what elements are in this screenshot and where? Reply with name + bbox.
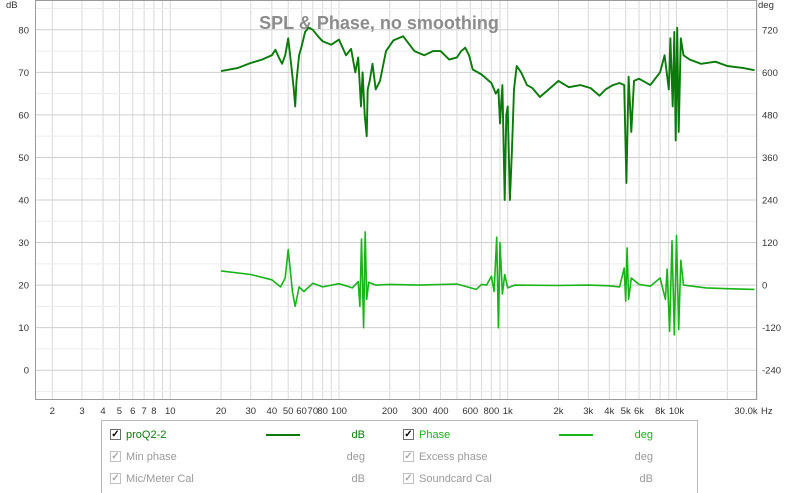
x-tick-label: 40 (267, 406, 278, 417)
y-left-tick-label: 0 (24, 366, 29, 377)
x-tick-label: 3k (583, 406, 593, 417)
legend-item[interactable]: ✓ proQ2-2 dB (110, 428, 370, 442)
legend-item-label: Phase (419, 429, 451, 441)
right-axis-unit-label: deg (758, 0, 774, 11)
legend-item-label: Soundcard Cal (419, 473, 492, 485)
y-right-tick-label: 120 (762, 238, 778, 249)
series-proq2-2-line (220, 26, 755, 201)
legend-item[interactable]: ✓ Mic/Meter Cal dB (110, 472, 370, 486)
y-right-tick-label: 240 (762, 196, 778, 207)
y-left-tick-label: 60 (18, 110, 29, 121)
chart-title: SPL & Phase, no smoothing (259, 13, 499, 33)
x-tick-label: 50 (283, 406, 294, 417)
x-tick-label: 6 (130, 406, 135, 417)
y-left-tick-label: 50 (18, 153, 29, 164)
x-tick-label: 5 (117, 406, 122, 417)
legend-item-label: Mic/Meter Cal (126, 473, 194, 485)
legend-item-label: Excess phase (419, 451, 488, 463)
legend-line-swatch (559, 434, 593, 436)
x-tick-label: 10k (669, 406, 685, 417)
x-tick-label: 100 (331, 406, 347, 417)
x-tick-label: 80 (317, 406, 328, 417)
series-phase-line (220, 231, 755, 336)
y-left-tick-label: 80 (18, 25, 29, 36)
x-tick-label: 300 (412, 406, 428, 417)
y-left-tick-label: 20 (18, 281, 29, 292)
x-tick-label: 600 (462, 406, 478, 417)
x-tick-label: 400 (433, 406, 449, 417)
x-tick-label: 8 (151, 406, 156, 417)
x-tick-label: 30.0k (734, 406, 757, 417)
x-tick-label: 7 (141, 406, 146, 417)
x-tick-label: 5k (621, 406, 631, 417)
x-tick-label: 4k (604, 406, 614, 417)
y-left-tick-label: 70 (18, 68, 29, 79)
y-right-tick-label: 360 (762, 153, 778, 164)
legend-unit-label: deg (634, 429, 653, 441)
y-left-tick-label: 10 (18, 323, 29, 334)
y-left-tick-label: 30 (18, 238, 29, 249)
legend-panel: ✓ proQ2-2 dB ✓ Phase deg ✓ Min phase deg ✓ Excess … (101, 420, 698, 493)
legend-checkbox[interactable]: ✓ (110, 429, 121, 440)
legend-item[interactable]: ✓ Excess phase deg (403, 450, 663, 464)
y-right-tick-label: 720 (762, 25, 778, 36)
legend-unit-label: deg (346, 451, 365, 463)
legend-checkbox[interactable]: ✓ (403, 451, 414, 462)
x-tick-label: 70 (308, 406, 319, 417)
x-tick-label: 6k (634, 406, 644, 417)
legend-unit-label: dB (639, 473, 653, 485)
x-tick-label: 4 (100, 406, 105, 417)
legend-unit-label: dB (351, 473, 365, 485)
y-right-tick-label: -120 (762, 323, 781, 334)
y-right-tick-label: 600 (762, 68, 778, 79)
x-tick-label: 2 (50, 406, 55, 417)
legend-checkbox[interactable]: ✓ (403, 429, 414, 440)
legend-item-label: Min phase (126, 451, 177, 463)
legend-checkbox[interactable]: ✓ (110, 451, 121, 462)
legend-unit-label: deg (634, 451, 653, 463)
legend-item[interactable]: ✓ Phase deg (403, 428, 663, 442)
y-right-tick-label: 0 (762, 281, 767, 292)
x-tick-label: 20 (216, 406, 227, 417)
legend-item[interactable]: ✓ Min phase deg (110, 450, 370, 464)
x-tick-label: 8k (655, 406, 665, 417)
x-tick-label: 1k (503, 406, 513, 417)
y-right-tick-label: 480 (762, 110, 778, 121)
legend-checkbox[interactable]: ✓ (403, 473, 414, 484)
legend-unit-label: dB (351, 429, 365, 441)
plot-frame (35, 0, 757, 400)
x-tick-label: 2k (554, 406, 564, 417)
x-tick-label: 200 (382, 406, 398, 417)
x-tick-label: 3 (79, 406, 84, 417)
x-tick-label: 10 (165, 406, 176, 417)
y-right-tick-label: -240 (762, 366, 781, 377)
legend-item-label: proQ2-2 (126, 429, 167, 441)
left-axis-unit-label: dB (6, 0, 18, 11)
x-tick-label: 800 (483, 406, 499, 417)
x-tick-label: 60 (296, 406, 307, 417)
legend-checkbox[interactable]: ✓ (110, 473, 121, 484)
legend-line-swatch (266, 434, 300, 436)
y-left-tick-label: 40 (18, 196, 29, 207)
legend-item[interactable]: ✓ Soundcard Cal dB (403, 472, 663, 486)
x-axis-unit-label: Hz (761, 406, 773, 417)
x-tick-label: 30 (245, 406, 256, 417)
